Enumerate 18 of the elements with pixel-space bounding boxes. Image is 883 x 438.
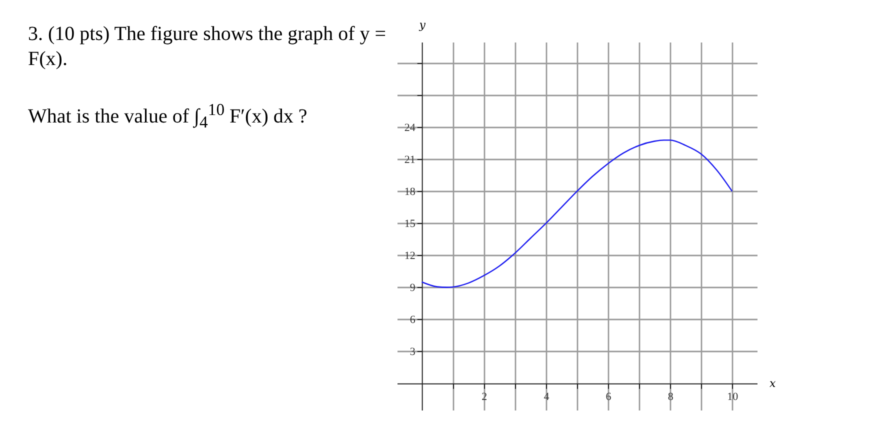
y-tick-label: 24 [404, 122, 416, 134]
x-tick-label: 6 [606, 390, 612, 403]
y-tick-label: 12 [404, 250, 416, 262]
x-tick-label: 2 [482, 390, 488, 403]
x-tick-label: 10 [727, 390, 739, 403]
y-tick-label: 9 [410, 282, 416, 294]
y-axis-title: y [418, 18, 426, 32]
x-axis-title: x [770, 376, 776, 390]
text: 3. (10 pts) The figure shows the graph of y = F(x). [28, 22, 388, 72]
x-tick-label: 4 [544, 390, 550, 403]
y-tick-label: 21 [404, 154, 416, 166]
y-tick-label: 15 [404, 218, 416, 230]
y-tick-label: 18 [404, 186, 416, 198]
x-tick-label: 8 [668, 390, 674, 403]
y-tick-label: 3 [410, 346, 416, 358]
line-series [421, 139, 733, 288]
text: What is the value of ∫$_{4}$$^{10}$ F′(x) dx ? [28, 100, 308, 134]
y-tick-label: 6 [410, 314, 416, 326]
